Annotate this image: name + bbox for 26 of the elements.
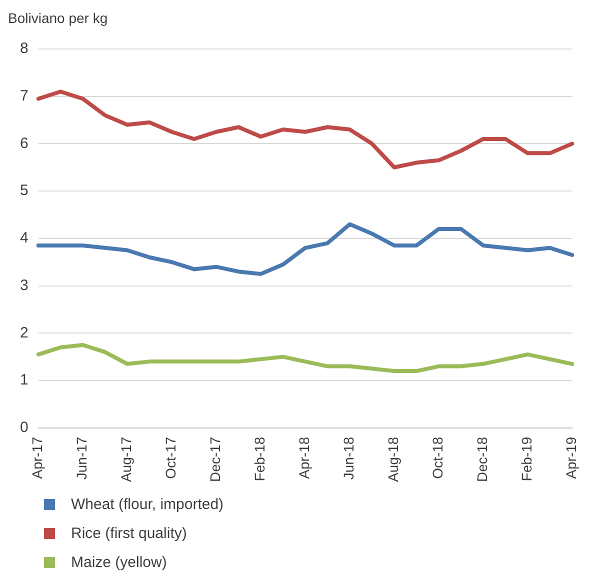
x-tick-label: Aug-18 <box>385 436 402 482</box>
y-tick-label: 6 <box>20 134 28 152</box>
legend-label: Maize (yellow) <box>71 554 167 571</box>
y-tick-label: 2 <box>20 324 28 342</box>
legend-label: Rice (first quality) <box>71 525 187 542</box>
y-tick-label: 0 <box>20 418 28 436</box>
y-tick-label: 3 <box>20 276 28 294</box>
x-tick-label: Feb-19 <box>518 436 535 482</box>
y-tick-label: 4 <box>20 230 28 247</box>
y-tick-label: 5 <box>20 182 28 200</box>
x-tick-label: Apr-17 <box>29 436 46 479</box>
x-tick-label: Dec-17 <box>207 436 224 482</box>
y-tick-label: 8 <box>20 40 28 58</box>
x-tick-label: Aug-17 <box>118 436 134 482</box>
x-tick-label: Apr-19 <box>563 436 580 479</box>
legend-label: Wheat (flour, imported) <box>71 496 224 513</box>
x-tick-label: Dec-18 <box>474 436 490 482</box>
x-tick-label: Jun-18 <box>340 436 357 480</box>
y-axis-title: Boliviano per kg <box>8 10 108 26</box>
x-tick-label: Oct-18 <box>430 436 446 479</box>
y-tick-label: 7 <box>20 88 28 104</box>
x-tick-label: Jun-17 <box>74 436 90 480</box>
x-tick-label: Apr-18 <box>296 436 312 479</box>
y-tick-label: 1 <box>20 372 28 389</box>
x-tick-label: Feb-18 <box>252 436 268 482</box>
x-tick-label: Oct-17 <box>162 436 179 479</box>
